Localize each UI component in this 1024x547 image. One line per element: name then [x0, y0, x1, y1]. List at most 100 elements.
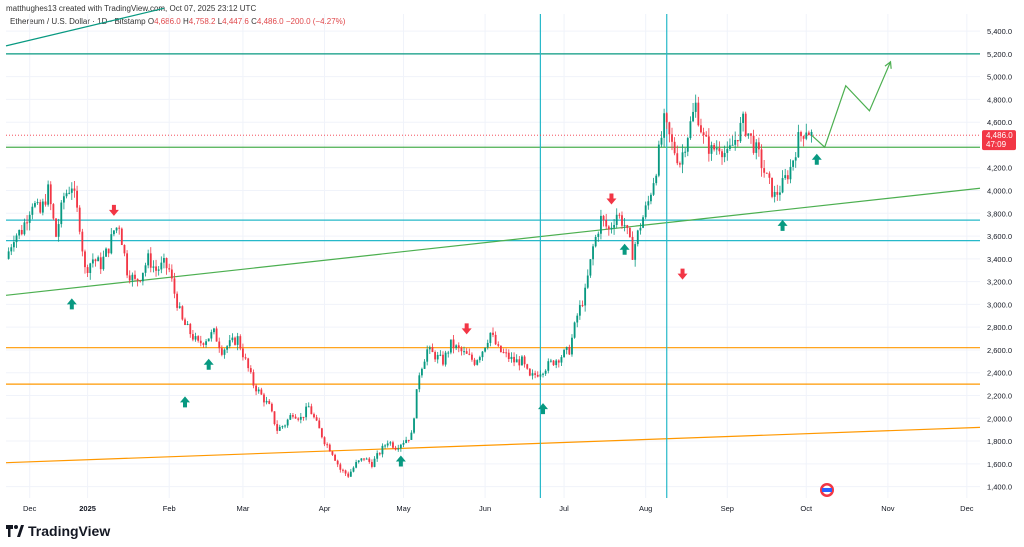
candle-body: [178, 306, 181, 308]
candle-body: [647, 201, 650, 206]
candle-body: [615, 214, 618, 225]
candle-body: [265, 400, 268, 403]
candle-body: [31, 206, 34, 215]
candle-body: [723, 152, 726, 158]
y-tick-label: 5,400.0: [987, 27, 1012, 36]
candle-body: [49, 184, 52, 205]
y-tick-label: 2,200.0: [987, 392, 1012, 401]
high-value: 4,758.2: [188, 17, 216, 26]
candle-body: [392, 442, 394, 448]
candle-body: [484, 347, 487, 352]
y-tick-label: 2,000.0: [987, 414, 1012, 423]
candle-body: [18, 229, 21, 236]
x-tick-label: Jul: [559, 504, 569, 513]
candle-body: [281, 426, 284, 428]
candle-body: [278, 426, 281, 431]
candle-body: [692, 111, 694, 122]
candle-body: [284, 425, 286, 427]
candle-body: [318, 420, 321, 429]
axes: 1,400.0 1,600.0 1,800.0 2,000.0 2,200.0 2,400…: [23, 27, 1012, 513]
candle-body: [336, 460, 339, 465]
candle-body: [89, 263, 92, 273]
candle-body: [705, 135, 708, 137]
candle-body: [623, 225, 626, 227]
candle-body: [478, 357, 481, 361]
candle-body: [628, 227, 631, 237]
candle-body: [176, 293, 179, 308]
candle-body: [515, 359, 518, 363]
y-tick-label: 1,600.0: [987, 460, 1012, 469]
flag-icon[interactable]: [820, 483, 834, 497]
candle-body: [513, 356, 515, 363]
candle-body: [644, 205, 647, 218]
candle-body: [12, 242, 15, 248]
x-tick-label: Mar: [236, 504, 249, 513]
candle-body: [413, 418, 415, 433]
candle-body: [676, 153, 679, 164]
high-label: H: [183, 17, 189, 26]
candle-body: [636, 230, 639, 245]
candle-body: [62, 196, 65, 203]
x-tick-label: Aug: [639, 504, 652, 513]
candle-body: [70, 188, 73, 193]
candle-body: [78, 207, 81, 232]
candle-body: [418, 375, 421, 390]
candle-body: [41, 201, 44, 213]
candle-body: [423, 361, 426, 369]
candle-body: [36, 202, 39, 204]
candle-body: [120, 228, 123, 246]
candle-body: [657, 144, 660, 176]
y-tick-label: 4,600.0: [987, 118, 1012, 127]
arrow-up-icon: [203, 358, 214, 370]
candle-body: [252, 372, 255, 386]
y-tick-label: 4,200.0: [987, 164, 1012, 173]
candle-body: [389, 442, 392, 444]
low-label: L: [217, 17, 223, 26]
candle-body: [110, 234, 113, 254]
candle-body: [165, 257, 168, 269]
candle-body: [363, 458, 365, 460]
candle-body: [660, 137, 663, 145]
candle-body: [510, 356, 513, 360]
candle-body: [607, 226, 610, 230]
candle-body: [205, 341, 207, 345]
x-tick-label: Feb: [163, 504, 176, 513]
candle-body: [186, 323, 189, 325]
candle-body: [202, 343, 205, 345]
candle-body: [463, 351, 465, 353]
tradingview-logo[interactable]: TradingView: [6, 523, 110, 539]
candle-body: [141, 272, 144, 282]
candle-body: [797, 132, 800, 158]
candle-body: [639, 227, 642, 231]
candle-body: [197, 336, 200, 341]
candle-body: [47, 184, 50, 205]
candle-body: [386, 443, 389, 446]
x-tick-label: Dec: [23, 504, 37, 513]
candle-body: [765, 172, 768, 174]
candle-body: [299, 416, 302, 420]
candle-body: [449, 339, 452, 353]
candle-body: [231, 337, 234, 341]
arrow-down-icon: [108, 204, 119, 216]
candle-body: [376, 453, 379, 459]
price-chart[interactable]: 1,400.0 1,600.0 1,800.0 2,000.0 2,200.0 2,400…: [0, 0, 1024, 520]
candle-body: [352, 467, 355, 472]
candle-body: [621, 215, 623, 226]
candle-body: [497, 344, 500, 346]
candle-body: [297, 418, 300, 420]
candle-body: [34, 203, 36, 207]
candle-body: [39, 202, 42, 213]
candle-body: [394, 447, 397, 450]
candle-body: [76, 190, 78, 208]
y-tick-label: 2,400.0: [987, 369, 1012, 378]
candle-body: [571, 337, 573, 355]
candle-body: [65, 193, 68, 197]
candle-body: [750, 133, 752, 136]
candle-body: [565, 346, 568, 350]
candle-body: [239, 336, 242, 349]
candle-body: [702, 132, 705, 136]
candle-body: [28, 214, 31, 223]
candle-body: [99, 257, 102, 270]
candle-body: [244, 357, 247, 359]
candle-body: [526, 364, 529, 369]
